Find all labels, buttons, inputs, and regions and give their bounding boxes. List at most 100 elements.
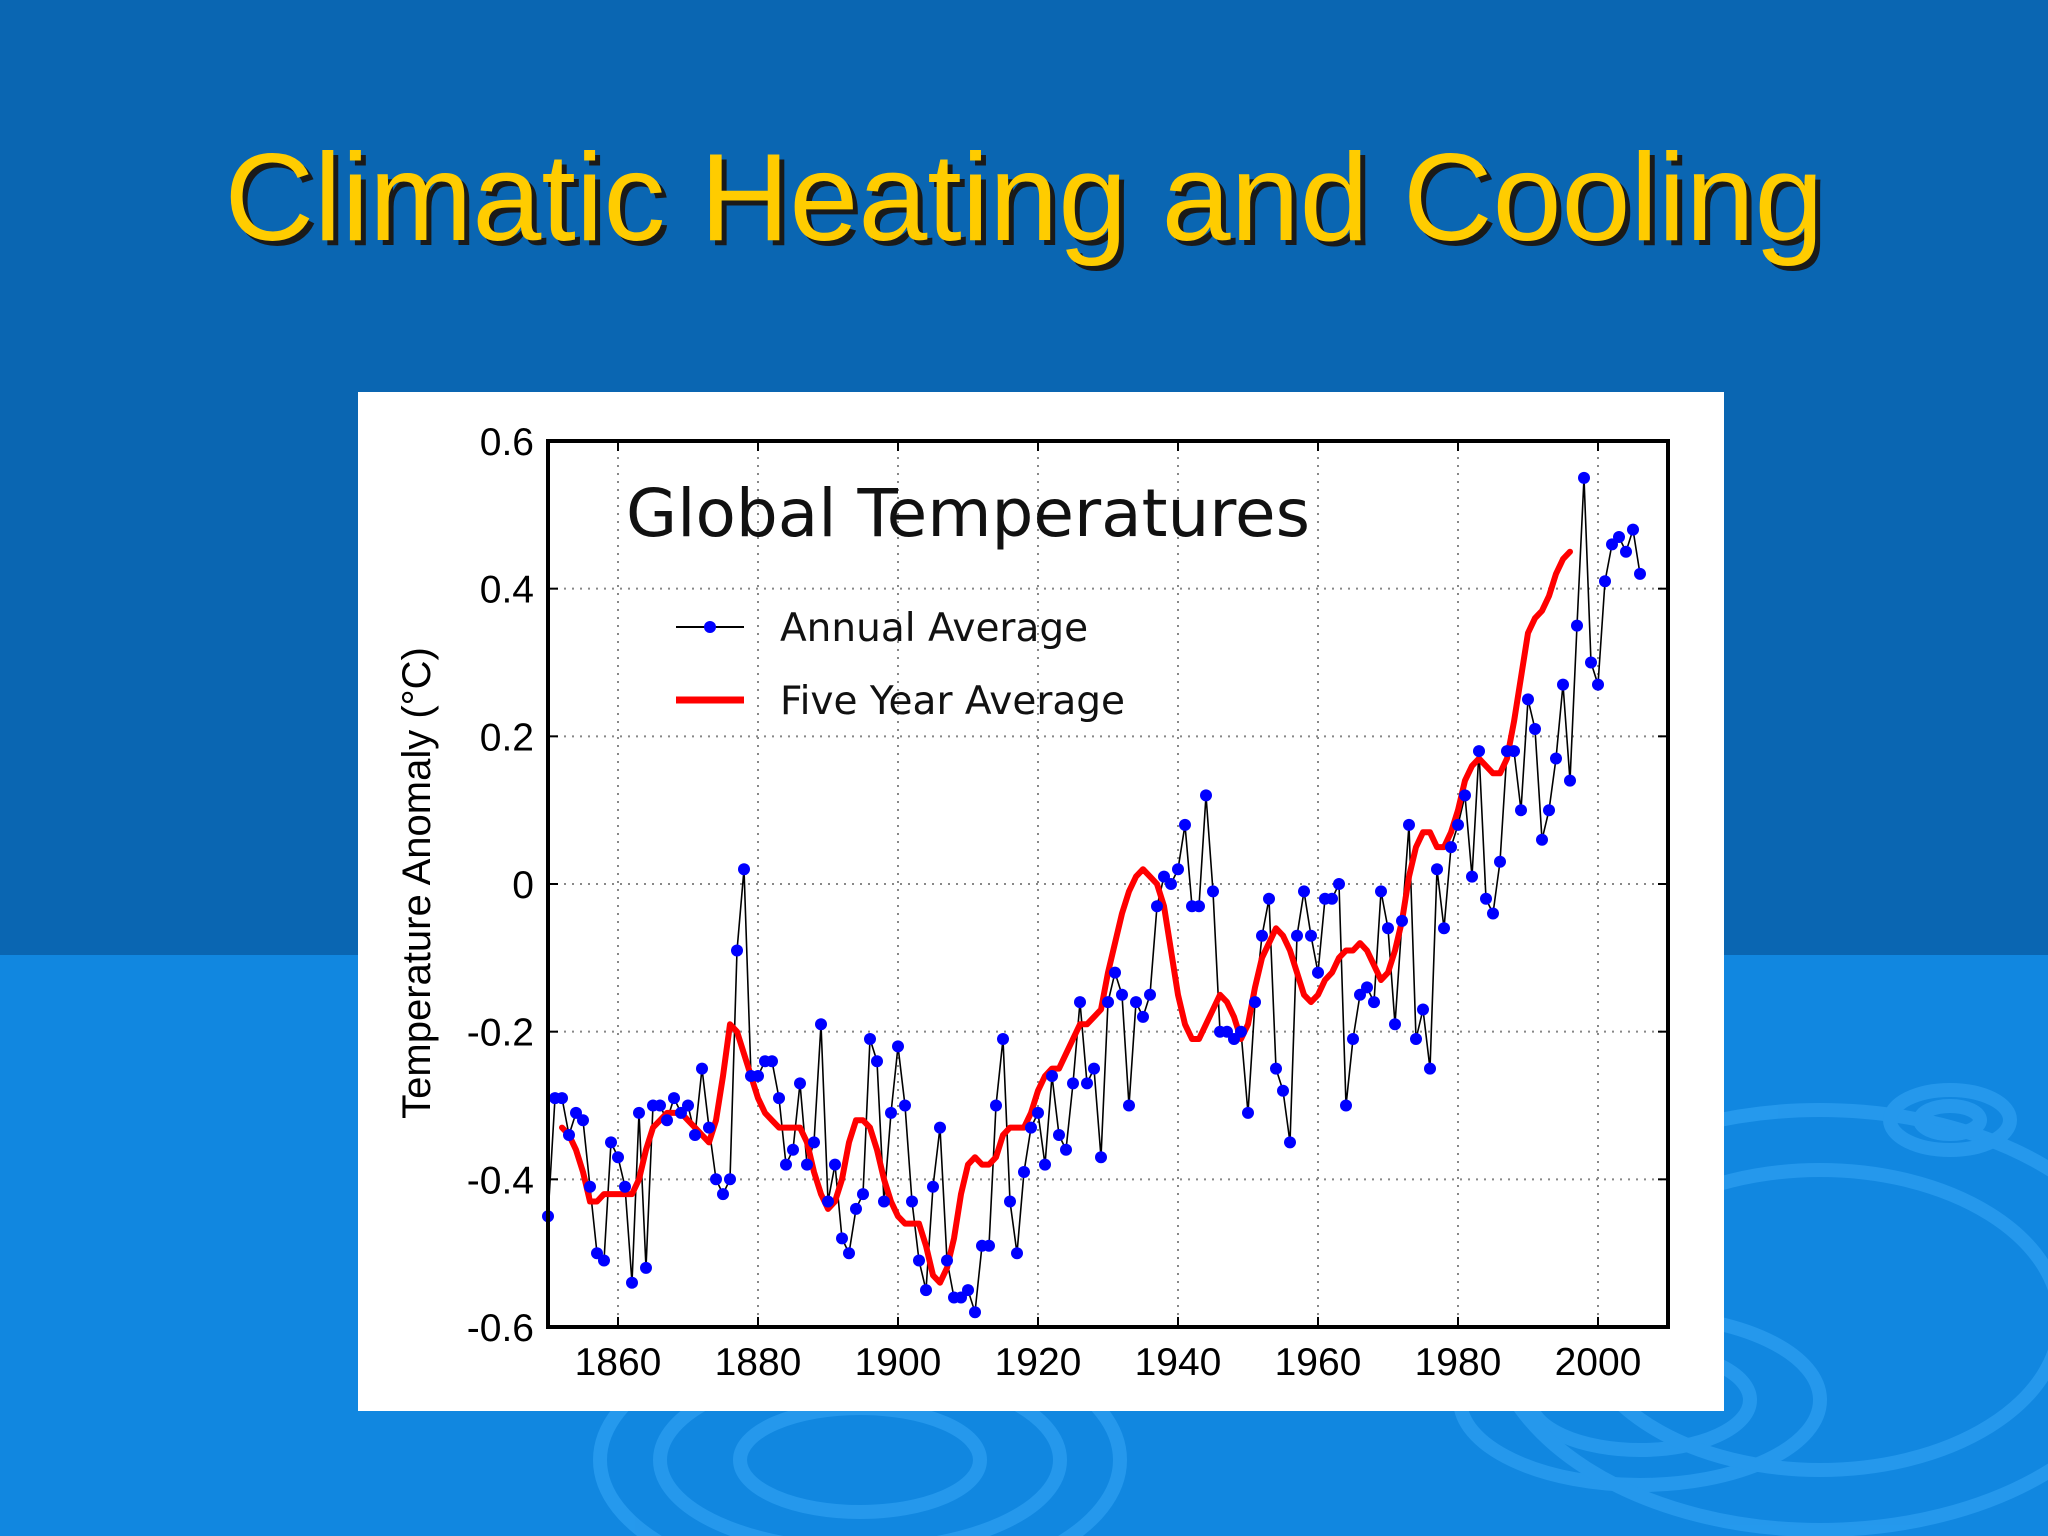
- annual-average-point: [808, 1136, 820, 1149]
- annual-average-point: [1081, 1077, 1093, 1090]
- annual-average-point: [1529, 723, 1541, 735]
- legend-annual-marker: [704, 621, 716, 633]
- annual-average-point: [1039, 1158, 1051, 1171]
- annual-average-point: [962, 1284, 974, 1297]
- annual-average-point: [1193, 900, 1205, 913]
- annual-average-point: [1207, 885, 1219, 898]
- grid: [548, 441, 1668, 1327]
- annual-average-point: [780, 1158, 792, 1171]
- y-axis-title: Temperature Anomaly (°C): [395, 647, 439, 1119]
- y-tick-label: 0: [512, 864, 534, 907]
- annual-average-point: [1312, 966, 1324, 979]
- annual-average-point: [668, 1092, 680, 1105]
- annual-average-point: [738, 863, 750, 876]
- chart-panel: 0.6 0.4 0.2 0 -0.2 -0.4 -0.6 1860 1880 1900 1920 19…: [358, 392, 1724, 1411]
- annual-average-point: [731, 944, 743, 957]
- annual-average-point: [1032, 1106, 1044, 1119]
- annual-average-point: [1389, 1018, 1401, 1031]
- annual-average-point: [1592, 678, 1604, 691]
- annual-average-point: [1543, 804, 1555, 817]
- annual-average-point: [1494, 855, 1506, 868]
- annual-average-point: [1060, 1143, 1072, 1156]
- series-layer: [542, 471, 1646, 1319]
- annual-average-point: [1361, 981, 1373, 994]
- annual-average-point: [1172, 863, 1184, 876]
- annual-average-point: [1025, 1121, 1037, 1134]
- annual-average-point: [1438, 922, 1450, 935]
- annual-average-point: [640, 1261, 652, 1274]
- annual-average-point: [612, 1151, 624, 1164]
- annual-average-point: [983, 1239, 995, 1252]
- annual-average-point: [717, 1188, 729, 1201]
- annual-average-point: [815, 1018, 827, 1031]
- annual-average-point: [1599, 575, 1611, 588]
- annual-average-point: [1347, 1033, 1359, 1045]
- annual-average-point: [661, 1114, 673, 1127]
- annual-average-point: [1445, 841, 1457, 854]
- annual-average-point: [696, 1062, 708, 1075]
- annual-average-point: [857, 1188, 869, 1201]
- x-tick-label: 1940: [1135, 1341, 1222, 1384]
- y-tick-label: 0.4: [480, 569, 534, 612]
- annual-average-point: [1578, 471, 1590, 484]
- annual-average-point: [1452, 818, 1464, 831]
- global-temperatures-chart: 0.6 0.4 0.2 0 -0.2 -0.4 -0.6 1860 1880 1900 1920 19…: [395, 421, 1670, 1384]
- annual-average-point: [1557, 678, 1569, 691]
- annual-average-point: [927, 1180, 939, 1193]
- annual-average-point: [941, 1254, 953, 1267]
- y-tick-label: -0.4: [467, 1159, 534, 1202]
- annual-average-point: [773, 1092, 785, 1105]
- annual-average-point: [1165, 878, 1177, 890]
- legend-five-year-label: Five Year Average: [780, 679, 1125, 724]
- annual-average-point: [1277, 1084, 1289, 1097]
- annual-average-point: [584, 1180, 596, 1193]
- x-tick-label: 1900: [855, 1341, 942, 1384]
- annual-average-point: [1333, 878, 1345, 890]
- annual-average-point: [1011, 1247, 1023, 1260]
- annual-average-point: [1235, 1025, 1247, 1038]
- y-tick-label: -0.6: [467, 1307, 534, 1350]
- ticks: 0.6 0.4 0.2 0 -0.2 -0.4 -0.6 1860 1880 1900 1920 19…: [467, 421, 1668, 1384]
- five-year-average-line: [559, 548, 1573, 1286]
- annual-average-point: [969, 1306, 981, 1319]
- annual-average-point: [1123, 1099, 1135, 1112]
- x-tick-label: 1860: [575, 1341, 662, 1384]
- annual-average-point: [1151, 900, 1163, 913]
- chart-title: Global Temperatures: [626, 475, 1310, 552]
- annual-average-point: [1627, 523, 1639, 536]
- annual-average-point: [1284, 1136, 1296, 1149]
- annual-average-point: [1053, 1129, 1065, 1141]
- annual-average-point: [654, 1099, 666, 1112]
- annual-average-point: [703, 1121, 715, 1134]
- annual-average-point: [1585, 656, 1597, 669]
- annual-average-point: [822, 1195, 834, 1208]
- annual-average-point: [1410, 1033, 1422, 1045]
- annual-average-point: [829, 1158, 841, 1171]
- annual-average-point: [906, 1195, 918, 1208]
- x-tick-label: 1920: [995, 1341, 1082, 1384]
- legend: Annual Average Five Year Average: [676, 606, 1125, 724]
- annual-average-point: [899, 1099, 911, 1112]
- annual-average-point: [1200, 789, 1212, 802]
- annual-average-point: [1550, 752, 1562, 765]
- annual-average-point: [913, 1254, 925, 1267]
- annual-average-point: [1536, 833, 1548, 846]
- annual-average-point: [1018, 1166, 1030, 1178]
- x-tick-label: 1980: [1415, 1341, 1502, 1384]
- annual-average-point: [1179, 818, 1191, 831]
- annual-average-point: [1109, 966, 1121, 979]
- annual-average-point: [850, 1202, 862, 1215]
- annual-average-line: [547, 477, 1641, 1313]
- annual-average-point: [598, 1254, 610, 1267]
- annual-average-point: [1249, 996, 1261, 1009]
- annual-average-point: [836, 1232, 848, 1245]
- slide-title: Climatic Heating and Cooling: [224, 129, 1824, 267]
- annual-average-point: [794, 1077, 806, 1090]
- annual-average-point: [1634, 567, 1646, 580]
- annual-average-point: [1298, 885, 1310, 898]
- annual-average-point: [1508, 745, 1520, 758]
- annual-average-point: [990, 1099, 1002, 1112]
- annual-average-point: [724, 1173, 736, 1186]
- annual-average-point: [689, 1129, 701, 1141]
